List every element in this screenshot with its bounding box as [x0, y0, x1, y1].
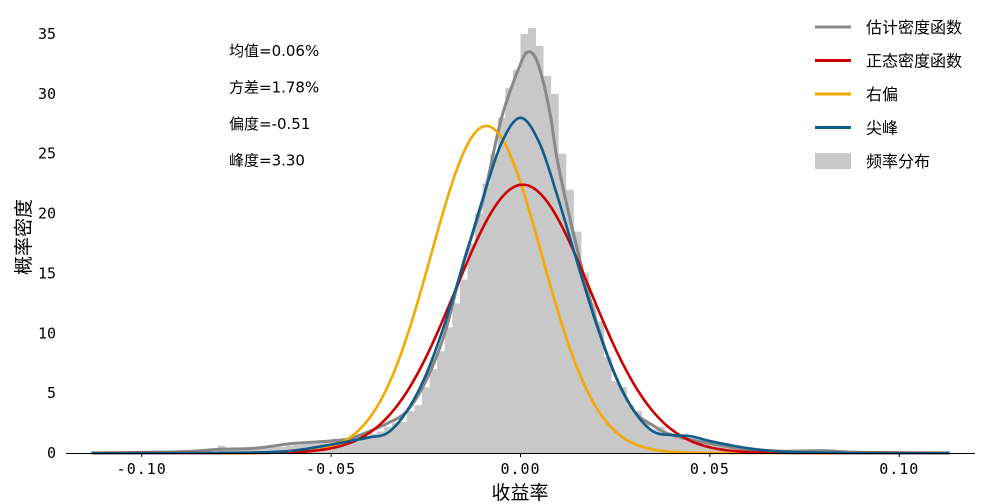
histogram-bar — [444, 327, 453, 453]
histogram-bar — [512, 69, 521, 453]
histogram-bar — [255, 448, 264, 453]
histogram-bar — [391, 423, 400, 453]
histogram-bar — [581, 273, 589, 453]
y-tick-label: 0 — [47, 444, 56, 462]
histogram-bar — [490, 153, 499, 453]
histogram-bar — [300, 442, 309, 453]
y-tick-label: 30 — [38, 85, 56, 103]
histogram-bar — [285, 445, 294, 453]
x-tick-label: 0.00 — [500, 460, 540, 478]
x-tick-label: -0.05 — [306, 460, 356, 478]
histogram-bar — [573, 231, 582, 453]
histogram-bar — [270, 447, 279, 453]
histogram-bar — [240, 448, 249, 453]
stat-annotation: 均值=0.06% — [229, 42, 319, 60]
histogram-bar — [588, 303, 597, 453]
histogram-bar — [603, 357, 612, 453]
histogram-bar — [520, 34, 529, 453]
histogram-bar — [694, 441, 703, 453]
histogram-bar — [702, 443, 711, 453]
axes-layer: -0.10 -0.05 0.00 0.05 0.10 0 5 10 15 20 25 30 35 收益率 概… — [13, 25, 975, 504]
y-tick-label: 15 — [38, 264, 56, 282]
histogram-bar — [528, 28, 536, 453]
histogram-bar — [399, 421, 408, 453]
y-tick-label: 25 — [38, 145, 56, 163]
x-tick-label: -0.10 — [117, 460, 167, 478]
histogram-bar — [361, 436, 370, 453]
x-axis-label: 收益率 — [491, 482, 548, 504]
histogram-bar — [422, 387, 430, 453]
text-layer: 均值=0.06% 方差=1.78% 偏度=-0.51 峰度=3.30 — [229, 42, 319, 170]
histogram-bar — [505, 87, 514, 454]
histogram-bar — [262, 448, 271, 453]
y-axis-label: 概率密度 — [13, 199, 35, 275]
y-tick-label: 5 — [47, 384, 56, 402]
histogram-bar — [429, 369, 438, 453]
histogram-bar — [497, 117, 506, 454]
stat-annotation: 偏度=-0.51 — [229, 115, 310, 133]
y-tick-label: 20 — [38, 205, 56, 223]
histogram-bar — [649, 429, 658, 453]
histogram-bar — [414, 405, 423, 453]
histogram-bar — [482, 183, 491, 453]
histogram-bar — [406, 411, 415, 453]
legend-label: 右偏 — [866, 85, 898, 104]
histogram-bar — [452, 303, 461, 453]
x-tick-label: 0.05 — [690, 460, 730, 478]
legend-label: 估计密度函数 — [866, 18, 962, 37]
leptokurtic-line — [91, 116, 950, 455]
legend-label: 正态密度函数 — [866, 52, 962, 71]
histogram-bar — [467, 243, 476, 453]
stat-annotation: 峰度=3.30 — [229, 152, 305, 170]
stat-annotation: 方差=1.78% — [229, 79, 319, 97]
y-tick-label: 10 — [38, 324, 56, 342]
legend-swatch — [815, 153, 851, 169]
histogram-bar — [687, 438, 696, 453]
histogram-bar — [353, 437, 362, 453]
histogram-bar — [293, 444, 302, 453]
x-tick-label: 0.10 — [879, 460, 919, 478]
kde-line — [91, 50, 950, 455]
histogram-bar — [596, 321, 605, 453]
histogram-bar — [565, 189, 574, 453]
histogram-bar — [634, 411, 642, 453]
histogram-bar — [232, 449, 241, 453]
histogram-bar — [369, 433, 377, 453]
histogram-bar — [679, 437, 688, 453]
histogram-bar — [225, 448, 233, 453]
histogram-bar — [664, 432, 673, 453]
histogram-bar — [656, 426, 665, 453]
histogram-bar — [550, 93, 559, 454]
histogram-bar — [376, 431, 385, 453]
histogram-bar — [558, 153, 567, 453]
histogram-bar — [384, 426, 393, 453]
histogram-bar — [543, 75, 552, 454]
histogram-bar — [641, 423, 650, 453]
y-tick-label: 35 — [38, 25, 56, 43]
legend-label: 尖峰 — [866, 119, 898, 138]
histogram-bar — [346, 438, 355, 453]
histogram-bar — [278, 447, 286, 453]
histogram-bar — [459, 279, 468, 453]
histogram-bar — [626, 405, 635, 453]
histogram-bar — [437, 351, 446, 453]
legend-label: 频率分布 — [866, 152, 930, 171]
histogram-bar — [475, 213, 483, 453]
histogram-bar — [672, 433, 680, 453]
histogram-bar — [611, 381, 620, 453]
histogram-bar — [618, 387, 627, 453]
